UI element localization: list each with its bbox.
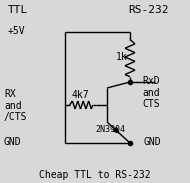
Text: 2N3904: 2N3904 — [95, 125, 125, 134]
Text: RS-232: RS-232 — [128, 5, 169, 15]
Text: RX
and
/CTS: RX and /CTS — [4, 89, 28, 122]
Text: RxD
and
CTS: RxD and CTS — [142, 76, 160, 109]
Text: 1k: 1k — [116, 52, 128, 62]
Text: GND: GND — [143, 137, 161, 147]
Polygon shape — [113, 128, 119, 133]
Text: Cheap TTL to RS-232: Cheap TTL to RS-232 — [39, 170, 151, 180]
Text: +5V: +5V — [8, 26, 26, 36]
Text: 4k7: 4k7 — [72, 90, 89, 100]
Text: GND: GND — [4, 137, 22, 147]
Text: TTL: TTL — [8, 5, 28, 15]
